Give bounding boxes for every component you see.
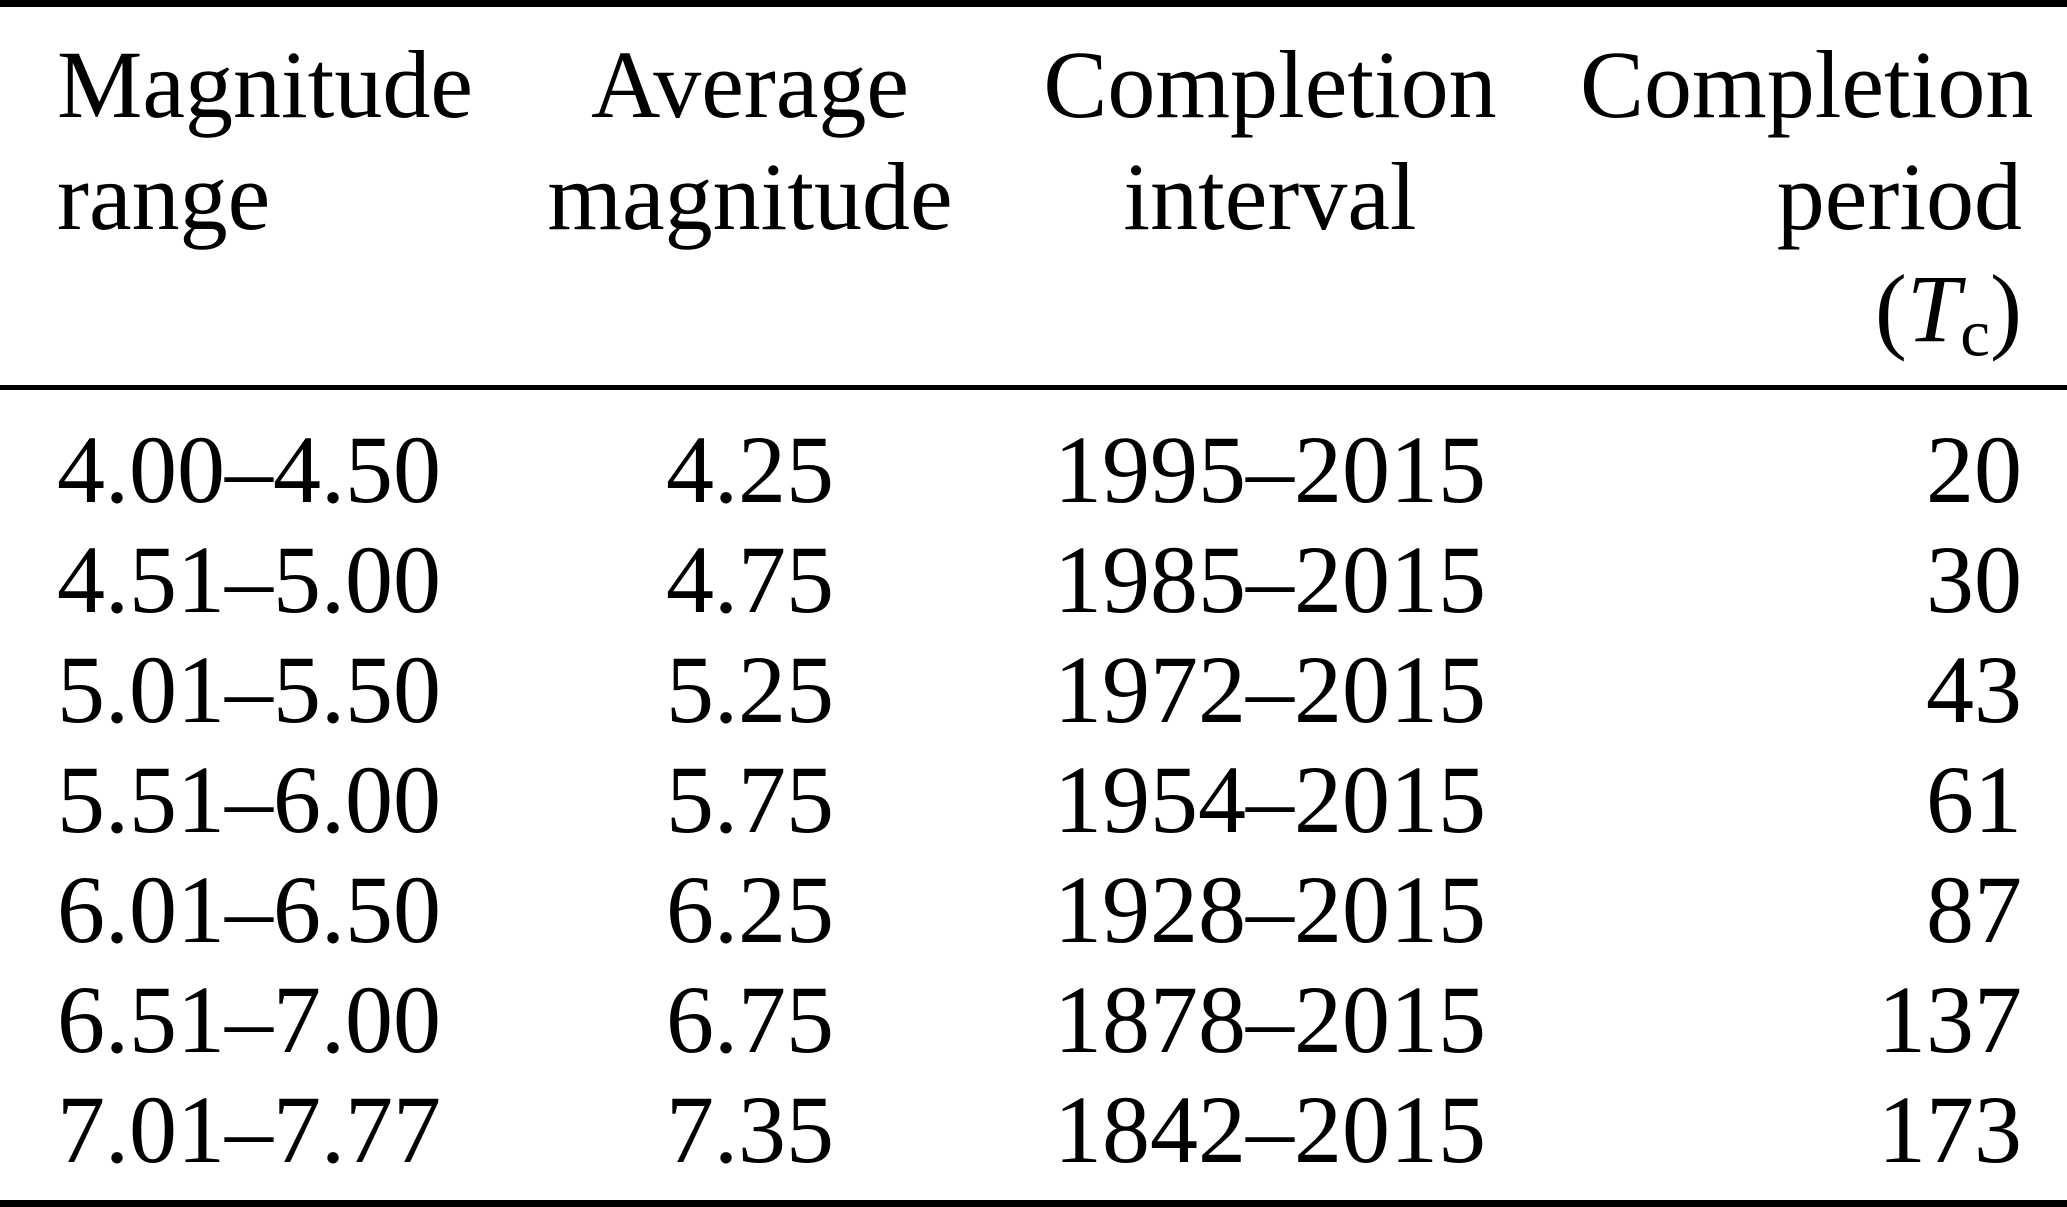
table-row: 5.01–5.50 5.25 1972–2015 43	[0, 635, 2067, 745]
col-header-magnitude-range: Magnitude range	[0, 7, 540, 390]
cell-average-magnitude: 4.25	[666, 416, 834, 523]
cell-completion-period: 43	[1926, 636, 2022, 743]
cell-completion-period: 137	[1878, 966, 2022, 1073]
header-line: Average	[591, 31, 909, 138]
cell-completion-period: 30	[1926, 526, 2022, 633]
math-subscript-c: c	[1960, 296, 1991, 371]
cell-completion-interval: 1995–2015	[1054, 416, 1486, 523]
cell-magnitude-range: 6.01–6.50	[57, 856, 441, 963]
col-header-average-magnitude: Average magnitude	[540, 7, 960, 390]
table-row: 6.51–7.00 6.75 1878–2015 137	[0, 965, 2067, 1075]
table-header: Magnitude range Average magnitude Comple…	[0, 7, 2067, 390]
cell-completion-interval: 1972–2015	[1054, 636, 1486, 743]
cell-completion-interval: 1985–2015	[1054, 526, 1486, 633]
cell-average-magnitude: 4.75	[666, 526, 834, 633]
table-row: 5.51–6.00 5.75 1954–2015 61	[0, 745, 2067, 855]
header-line: magnitude	[547, 143, 953, 250]
header-line: Magnitude	[57, 31, 473, 138]
tc-symbol: (Tc)	[1580, 253, 2022, 367]
cell-average-magnitude: 6.75	[666, 966, 834, 1073]
cell-completion-interval: 1954–2015	[1054, 746, 1486, 853]
cell-completion-period: 61	[1926, 746, 2022, 853]
header-line: period	[1776, 143, 2022, 250]
cell-average-magnitude: 7.35	[666, 1076, 834, 1183]
table-row: 4.51–5.00 4.75 1985–2015 30	[0, 525, 2067, 635]
open-paren: (	[1874, 255, 1907, 362]
cell-completion-interval: 1842–2015	[1054, 1076, 1486, 1183]
math-variable-T: T	[1906, 255, 1961, 362]
table-row: 6.01–6.50 6.25 1928–2015 87	[0, 855, 2067, 965]
cell-magnitude-range: 4.51–5.00	[57, 526, 441, 633]
cell-magnitude-range: 5.51–6.00	[57, 746, 441, 853]
header-line: Completion	[1043, 31, 1497, 138]
header-line: range	[57, 143, 271, 250]
cell-average-magnitude: 6.25	[666, 856, 834, 963]
cell-completion-interval: 1928–2015	[1054, 856, 1486, 963]
cell-completion-period: 87	[1926, 856, 2022, 963]
cell-magnitude-range: 7.01–7.77	[57, 1076, 441, 1183]
cell-completion-period: 173	[1878, 1076, 2022, 1183]
col-header-completion-interval: Completion interval	[960, 7, 1580, 390]
cell-average-magnitude: 5.75	[666, 746, 834, 853]
close-paren: )	[1990, 255, 2022, 362]
header-line: Completion	[1580, 31, 2034, 138]
cell-magnitude-range: 4.00–4.50	[57, 416, 441, 523]
col-header-completion-period: Completion period (Tc)	[1580, 7, 2067, 390]
cell-completion-interval: 1878–2015	[1054, 966, 1486, 1073]
table-row: 4.00–4.50 4.25 1995–2015 20	[0, 390, 2067, 525]
header-row: Magnitude range Average magnitude Comple…	[0, 7, 2067, 390]
cell-magnitude-range: 5.01–5.50	[57, 636, 441, 743]
header-line: interval	[1123, 143, 1417, 250]
table-row: 7.01–7.77 7.35 1842–2015 173	[0, 1075, 2067, 1200]
table-body: 4.00–4.50 4.25 1995–2015 20 4.51–5.00 4.…	[0, 390, 2067, 1200]
cell-average-magnitude: 5.25	[666, 636, 834, 743]
cell-magnitude-range: 6.51–7.00	[57, 966, 441, 1073]
cell-completion-period: 20	[1926, 416, 2022, 523]
